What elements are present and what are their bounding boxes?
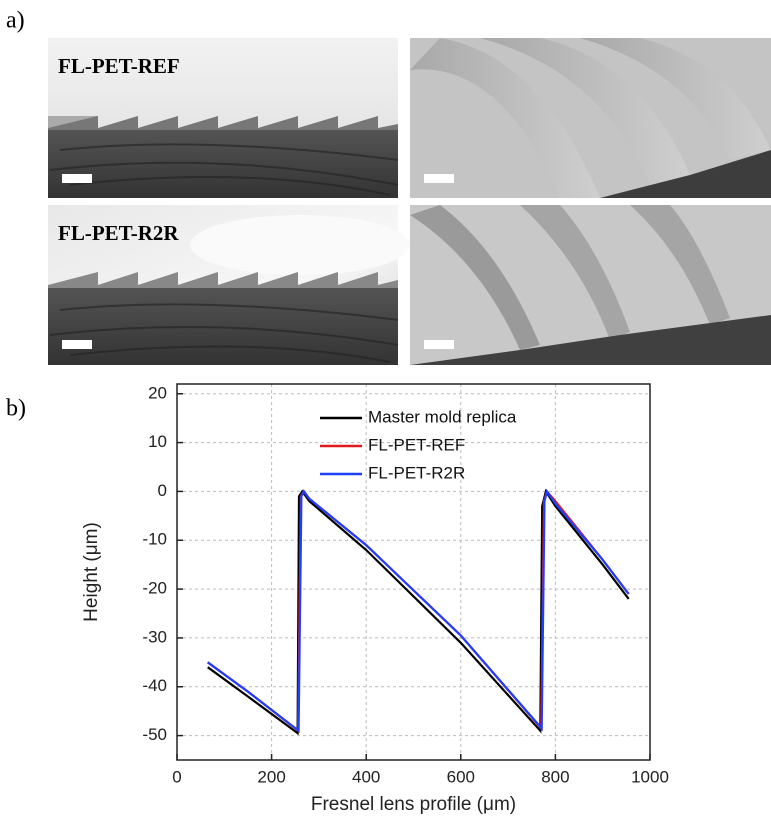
sem-image [410,205,771,365]
image-label: FL-PET-R2R [58,221,179,245]
data-line [207,489,630,733]
y-tick-label: -30 [142,627,167,646]
legend-label: Master mold replica [368,407,517,426]
x-tick-label: 400 [352,767,380,786]
panel-label: a) [6,8,25,34]
sem-image [48,38,399,198]
y-tick-label: -20 [142,579,167,598]
plot-frame [176,383,651,761]
data-line [207,488,630,733]
panel-label: b) [6,396,26,422]
sem-image [48,205,410,365]
x-axis-label: Fresnel lens profile (μm) [311,794,516,815]
sem-image [410,38,771,198]
y-tick-label: 10 [148,432,167,451]
y-tick-label: -40 [142,676,167,695]
legend-label: FL-PET-REF [368,435,465,454]
legend-label: FL-PET-R2R [368,463,465,482]
y-tick-label: 20 [148,383,167,402]
x-tick-label: 800 [541,767,569,786]
x-tick-label: 600 [447,767,475,786]
x-tick-label: 200 [257,767,285,786]
y-tick-label: -10 [142,530,167,549]
x-tick-label: 0 [172,767,181,786]
y-tick-label: -50 [142,725,167,744]
image-label: FL-PET-REF [58,54,180,78]
y-tick-label: 0 [158,481,167,500]
data-line [207,488,630,736]
y-axis-label: Height (μm) [81,522,102,622]
x-tick-label: 1000 [631,767,669,786]
